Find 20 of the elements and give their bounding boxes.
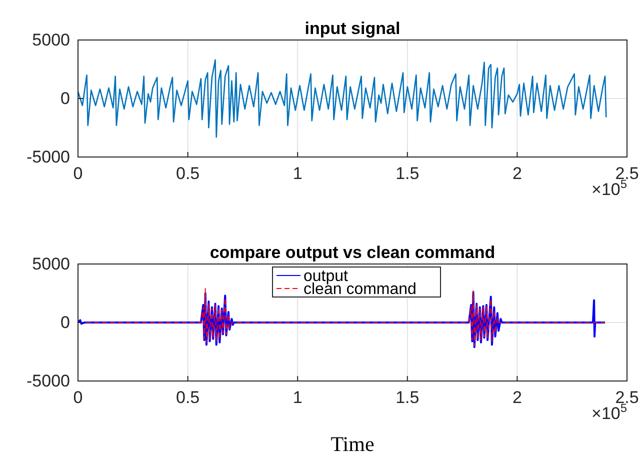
x-tick-label: 2 bbox=[512, 388, 522, 408]
x-tick-label: 1.5 bbox=[396, 164, 420, 184]
y-tick-label: -5000 bbox=[26, 147, 70, 166]
x-axis-title: Time bbox=[330, 432, 374, 456]
y-tick-label: 0 bbox=[60, 88, 70, 108]
x-tick-label: 1 bbox=[292, 164, 302, 184]
x-tick-label: 0 bbox=[73, 164, 83, 184]
x-tick-label: 1 bbox=[292, 388, 302, 408]
line-series bbox=[77, 59, 607, 138]
y-tick-label: 0 bbox=[60, 312, 70, 332]
y-tick-label: -5000 bbox=[26, 371, 70, 390]
chart-title: compare output vs clean command bbox=[210, 243, 496, 262]
y-tick-label: 5000 bbox=[32, 30, 70, 50]
x-tick-label: 1.5 bbox=[396, 388, 420, 408]
x-tick-label: 0 bbox=[73, 388, 83, 408]
x-tick-label: 2 bbox=[512, 164, 522, 184]
x-tick-label: 0.5 bbox=[176, 164, 200, 184]
y-tick-label: 5000 bbox=[32, 254, 70, 274]
x-tick-label: 0.5 bbox=[176, 388, 200, 408]
chart-title: input signal bbox=[304, 19, 400, 38]
